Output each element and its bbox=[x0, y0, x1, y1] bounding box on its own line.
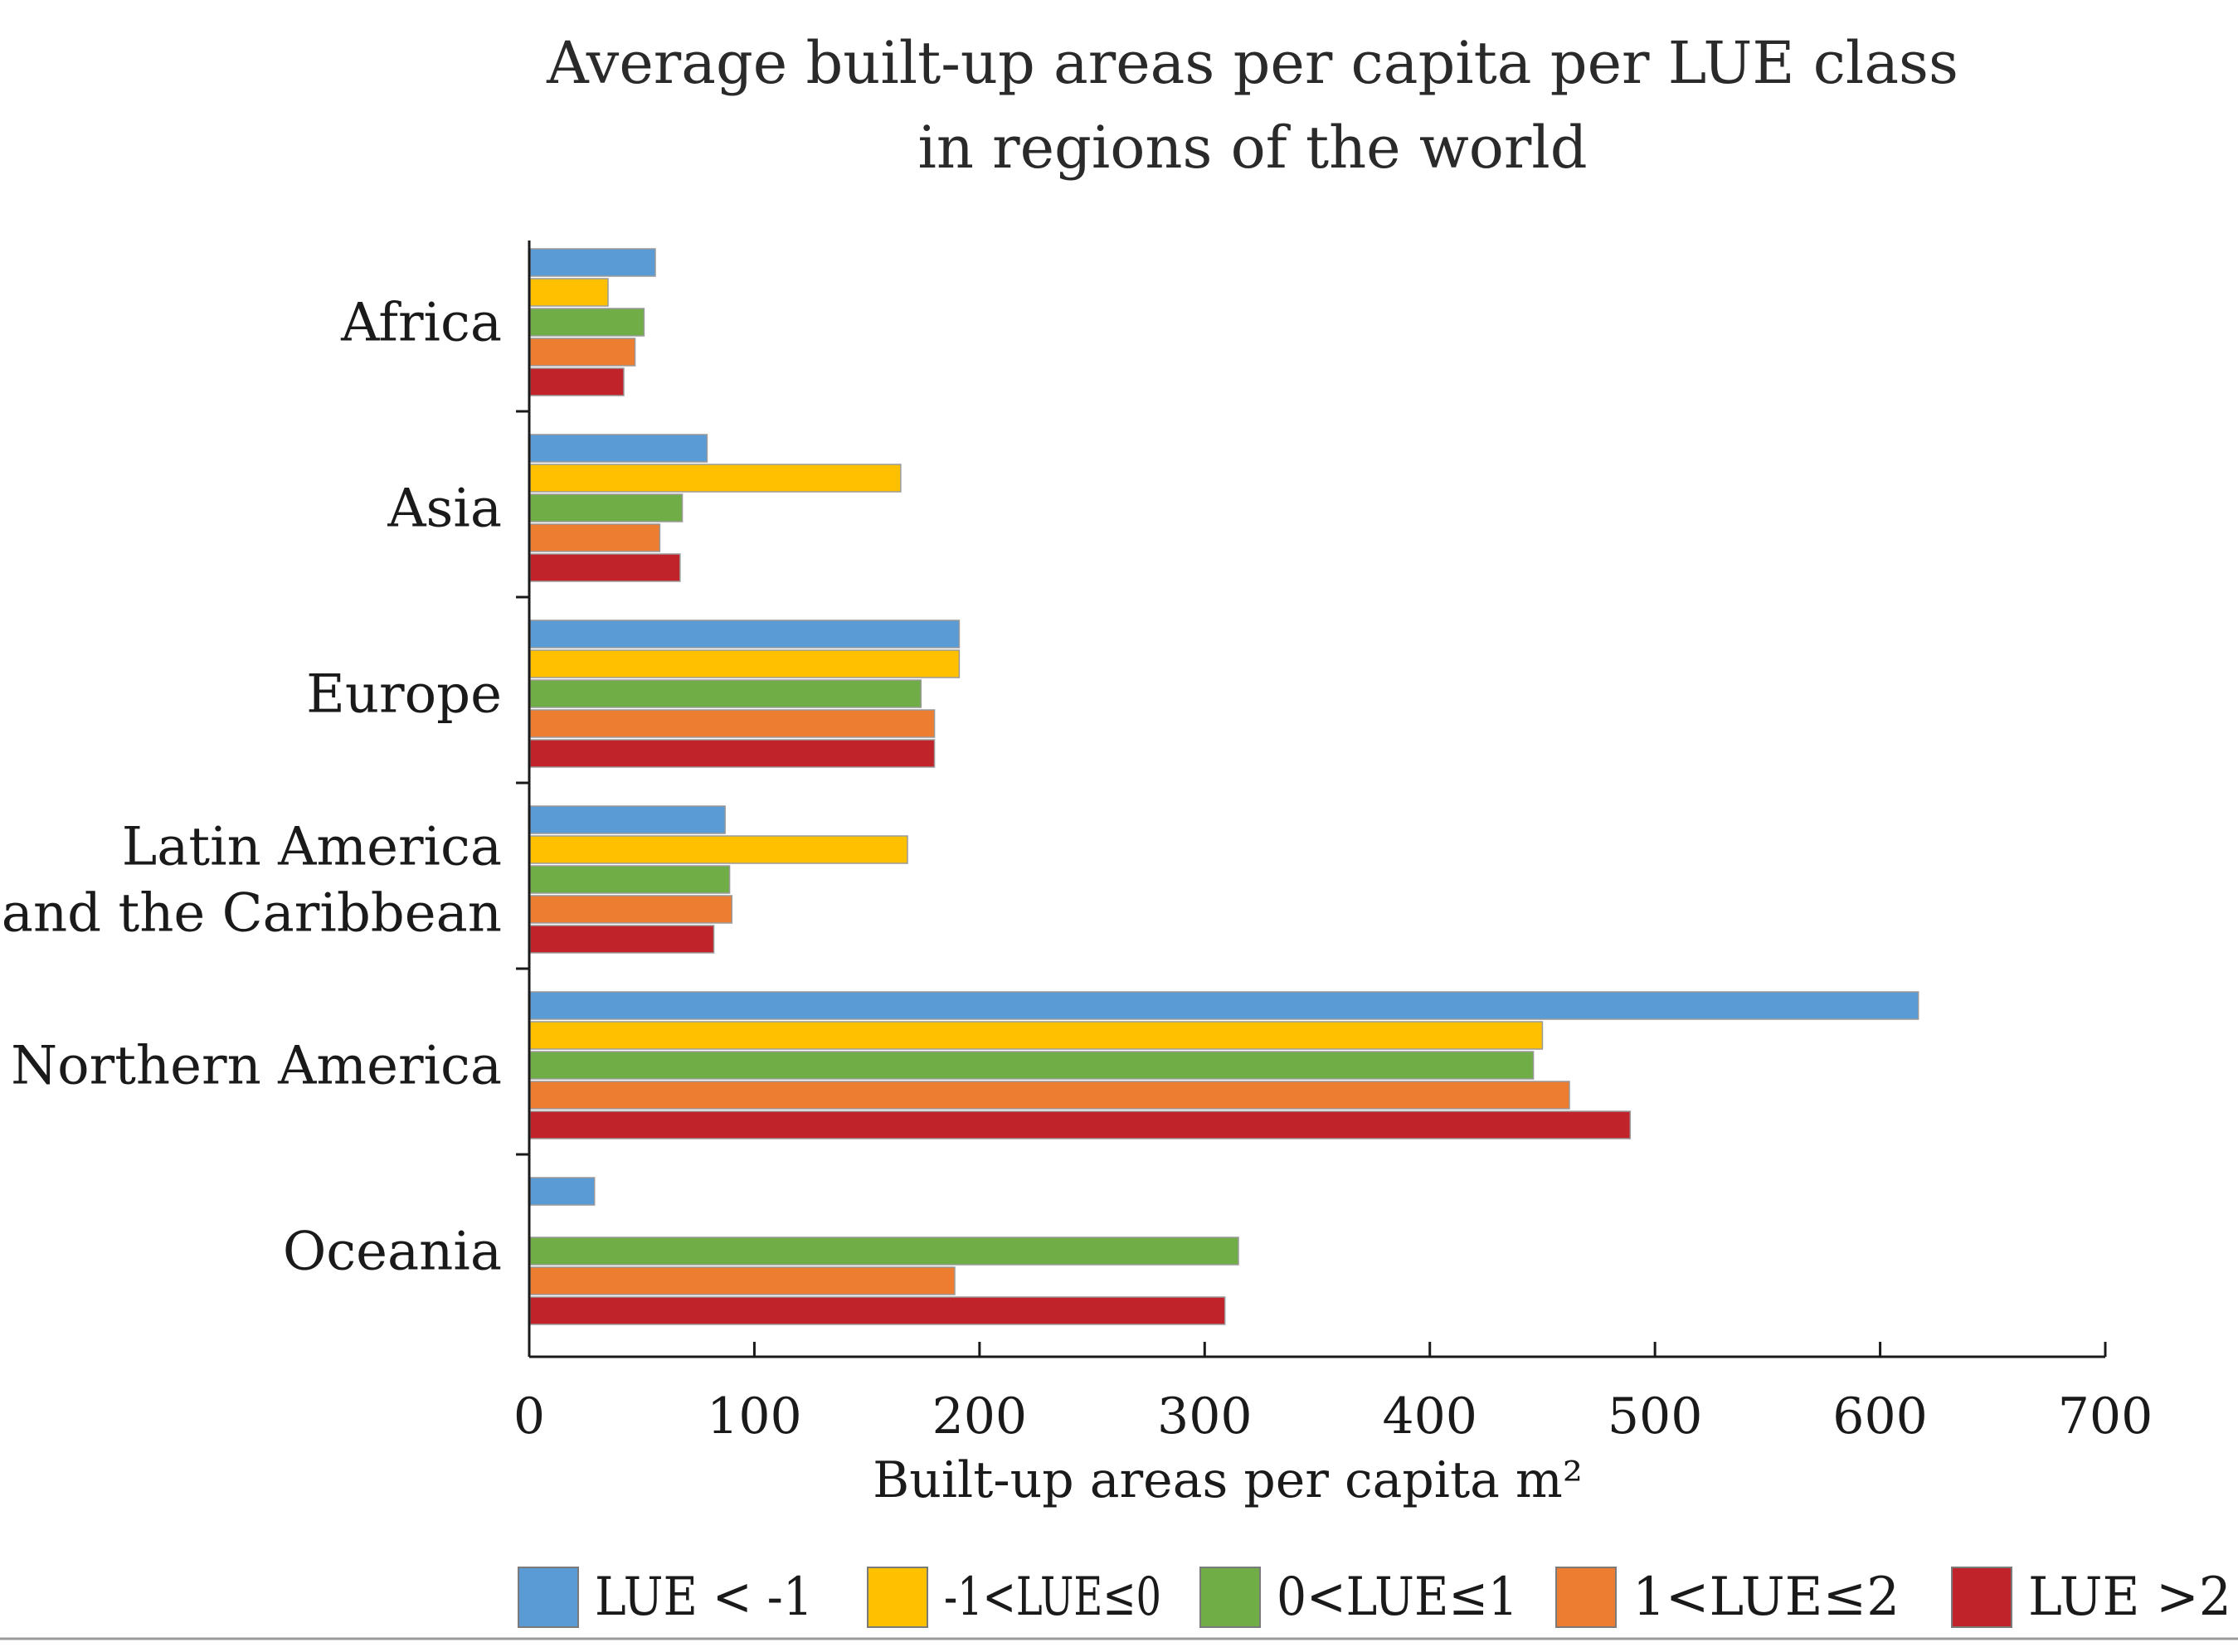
bar bbox=[529, 1081, 1570, 1110]
bar bbox=[529, 1237, 1239, 1266]
legend-swatch bbox=[1199, 1567, 1261, 1628]
category-label: Europe bbox=[306, 664, 502, 726]
bar bbox=[529, 865, 731, 894]
category-label: Asia bbox=[387, 479, 502, 540]
legend-label: 1<LUE≤2 bbox=[1632, 1567, 1900, 1628]
bar bbox=[529, 835, 908, 864]
category-label: Latin America bbox=[122, 817, 502, 878]
x-tick-label: 700 bbox=[2058, 1387, 2153, 1446]
bar bbox=[529, 679, 922, 708]
bar bbox=[529, 709, 936, 738]
category-label: Northern America bbox=[11, 1036, 502, 1097]
bar bbox=[529, 1051, 1535, 1080]
bar bbox=[529, 1021, 1544, 1050]
bar bbox=[529, 493, 684, 522]
bar bbox=[529, 1177, 596, 1206]
legend-label: -1<LUE≤0 bbox=[944, 1567, 1161, 1628]
x-tick-label: 200 bbox=[932, 1387, 1028, 1446]
bar bbox=[529, 248, 656, 277]
bar bbox=[529, 464, 902, 493]
bar bbox=[529, 434, 708, 463]
bar bbox=[529, 739, 936, 768]
bar bbox=[529, 523, 661, 552]
bar bbox=[529, 895, 733, 924]
legend-label: 0<LUE≤1 bbox=[1277, 1567, 1518, 1628]
chart-title: Average built-up areas per capita per LU… bbox=[546, 29, 1958, 182]
legend-swatch bbox=[1555, 1567, 1617, 1628]
bar bbox=[529, 1266, 956, 1295]
axes bbox=[516, 241, 2107, 1358]
chart-title-line: Average built-up areas per capita per LU… bbox=[546, 29, 1958, 97]
category-label: and the Caribbean bbox=[2, 883, 502, 945]
chart-title-line: in regions of the world bbox=[917, 114, 1587, 182]
legend-swatch bbox=[1951, 1567, 2012, 1628]
x-tick-label: 600 bbox=[1832, 1387, 1928, 1446]
x-tick-label: 100 bbox=[707, 1387, 802, 1446]
bar bbox=[529, 991, 1919, 1020]
bar bbox=[529, 367, 625, 396]
bars bbox=[529, 248, 1919, 1325]
legend-label: LUE < -1 bbox=[595, 1567, 813, 1628]
bar bbox=[529, 1110, 1632, 1139]
bar bbox=[529, 278, 609, 307]
x-tick-label: 0 bbox=[513, 1387, 545, 1446]
bar bbox=[529, 620, 961, 649]
x-tick-label: 400 bbox=[1382, 1387, 1477, 1446]
bar bbox=[529, 925, 715, 954]
x-tick-label: 300 bbox=[1157, 1387, 1253, 1446]
x-tick-label: 500 bbox=[1608, 1387, 1703, 1446]
bar bbox=[529, 308, 645, 337]
x-tick-labels: 0 100 200 300 400 500 600 700 bbox=[513, 1387, 2153, 1446]
bar bbox=[529, 338, 636, 367]
category-label: Oceania bbox=[283, 1222, 502, 1283]
bar bbox=[529, 805, 726, 834]
legend-swatch bbox=[518, 1567, 579, 1628]
bar bbox=[529, 553, 681, 582]
category-label: Africa bbox=[340, 293, 502, 354]
bar bbox=[529, 1296, 1226, 1325]
legend-swatch bbox=[867, 1567, 928, 1628]
x-axis-label: Built-up areas per capita m² bbox=[873, 1451, 1583, 1509]
bar bbox=[529, 649, 961, 678]
legend: LUE < -1 -1<LUE≤0 0<LUE≤1 1<LUE≤2 LUE >2 bbox=[0, 1567, 2238, 1640]
legend-label: LUE >2 bbox=[2028, 1567, 2231, 1628]
